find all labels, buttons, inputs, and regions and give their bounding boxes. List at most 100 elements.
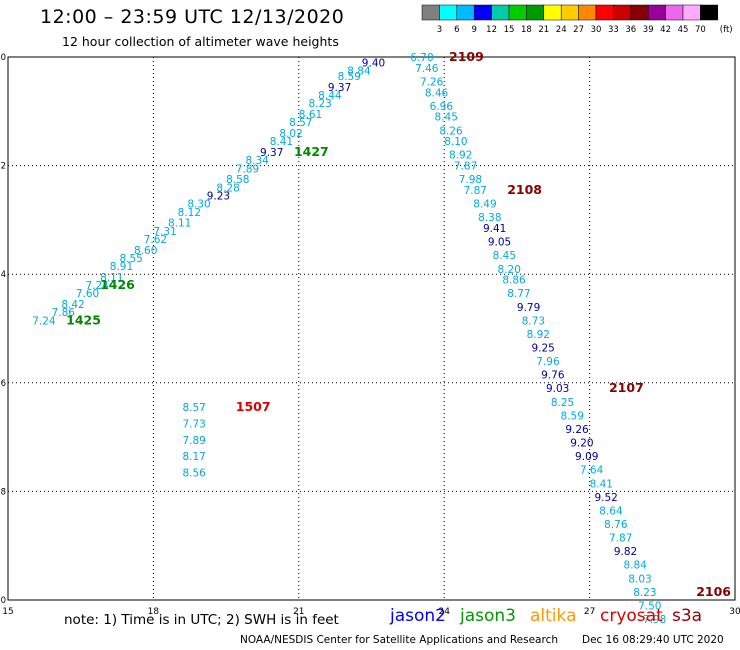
swh-value: 9.37 [328,82,351,94]
swh-value: 8.55 [119,253,142,265]
x-tick-label: 21 [293,607,304,617]
swh-value: 7.64 [580,465,604,477]
swh-value: 9.20 [570,438,593,450]
colorbar-swatch [578,4,597,21]
colorbar-swatch [630,4,649,21]
colorbar-swatch [595,4,614,21]
pass-label: 1507 [236,399,271,414]
swh-value: 8.28 [216,182,239,194]
swh-value: 8.41 [590,478,613,490]
colorbar-label: 21 [538,25,549,35]
swh-value: 8.77 [507,288,530,300]
swh-value: 8.23 [633,587,656,599]
swh-value: 8.64 [599,505,623,517]
swh-value: 8.34 [245,155,269,167]
swh-value: 9.52 [594,492,617,504]
swh-value: 8.92 [449,150,472,162]
plot-frame [7,56,736,601]
swh-value: 7.98 [459,174,482,186]
swh-value: 7.98 [643,614,666,626]
colorbar-swatch [508,4,527,21]
swh-value: 8.57 [289,117,312,129]
colorbar-swatch [560,4,579,21]
swh-value: 7.87 [464,185,487,197]
swh-value: 8.17 [182,451,205,463]
swh-value: 9.37 [260,147,283,159]
swh-value: 9.23 [207,190,230,202]
mission-s3a: s3a [672,606,703,626]
plot-border [7,56,736,601]
swh-value: 9.25 [531,343,554,355]
y-tick-label: -52 [0,162,6,172]
colorbar-swatch [491,4,510,21]
y-tick-label: -58 [0,487,6,497]
swh-value: 7.89 [182,435,205,447]
swh-value: 8.61 [299,109,322,121]
colorbar-swatch [543,4,562,21]
colorbar-label: 18 [521,25,532,35]
swh-value: 7.31 [153,226,176,238]
x-tick-label: 18 [148,607,160,617]
swh-value: 8.92 [527,329,550,341]
swh-value: 9.26 [565,424,589,436]
colorbar: 3 6 9 12 15 18 21 24 27 30 33 36 39 42 45 70 (ft) [421,4,733,35]
colorbar-swatch [665,4,684,21]
swh-value: 7.60 [76,288,99,300]
swh-value: 8.30 [187,199,210,211]
pass-label: 2108 [507,182,542,197]
swh-value: 8.20 [498,264,521,276]
colorbar-label: 3 [437,25,442,35]
data-points: 7.247.868.427.607.248.118.918.558.607.62… [32,49,731,626]
swh-value: 7.50 [638,600,661,612]
swh-value: 6.96 [430,101,454,113]
y-tick-label: -60 [0,596,6,606]
swh-value: 8.41 [270,136,293,148]
swh-value: 6.70 [410,52,433,64]
swh-value: 8.84 [347,66,371,78]
swh-value: 8.76 [604,519,628,531]
note-text: note: 1) Time is in UTC; 2) SWH is in fe… [64,612,339,628]
swh-value: 8.56 [182,467,206,479]
colorbar-label: 42 [660,25,671,35]
colorbar-label: 33 [608,25,619,35]
timestamp-text: Dec 16 08:29:40 UTC 2020 [582,634,724,646]
swh-value: 7.73 [182,419,205,431]
grid-lines [8,57,735,600]
swh-value: 9.03 [546,383,569,395]
x-tick-label: 30 [729,607,740,617]
swh-value: 7.86 [52,307,76,319]
pass-label: 2106 [696,584,731,599]
colorbar-swatch [682,4,701,21]
swh-value: 8.73 [522,315,545,327]
swh-value: 9.40 [362,57,385,69]
swh-value: 8.25 [551,397,574,409]
colorbar-swatch [613,4,632,21]
swh-value: 9.09 [575,451,598,463]
y-tick-label: -56 [0,379,6,389]
swh-value: 7.26 [420,76,444,88]
swh-value: 8.57 [182,402,205,414]
y-tick-label: -50 [0,53,6,63]
swh-value: 9.79 [517,302,540,314]
colorbar-label: 30 [591,25,602,35]
swh-value: 8.84 [624,560,648,572]
x-tick-label: 24 [438,607,450,617]
mission-cryosat: cryosat [600,606,663,626]
y-tick-label: -54 [0,270,6,280]
colorbar-label: 6 [454,25,459,35]
swh-value: 8.11 [100,272,123,284]
axis-ticks: 15 18 21 24 27 30 -50 -52 -54 -56 -58 -60 [0,53,740,617]
chart-title: 12:00 – 23:59 UTC 12/13/2020 [40,6,345,28]
colorbar-swatch [700,4,719,21]
colorbar-label: 9 [471,25,476,35]
colorbar-swatch [439,4,458,21]
pass-label: 1425 [66,312,101,327]
chart-subtitle: 12 hour collection of altimeter wave hei… [62,34,339,49]
swh-value: 8.49 [473,199,496,211]
colorbar-unit: (ft) [720,25,733,35]
swh-value: 8.59 [338,71,361,83]
swh-value: 7.24 [86,280,110,292]
swh-value: 9.82 [614,546,637,558]
colorbar-label: 36 [625,25,636,35]
swh-value: 8.11 [168,218,191,230]
